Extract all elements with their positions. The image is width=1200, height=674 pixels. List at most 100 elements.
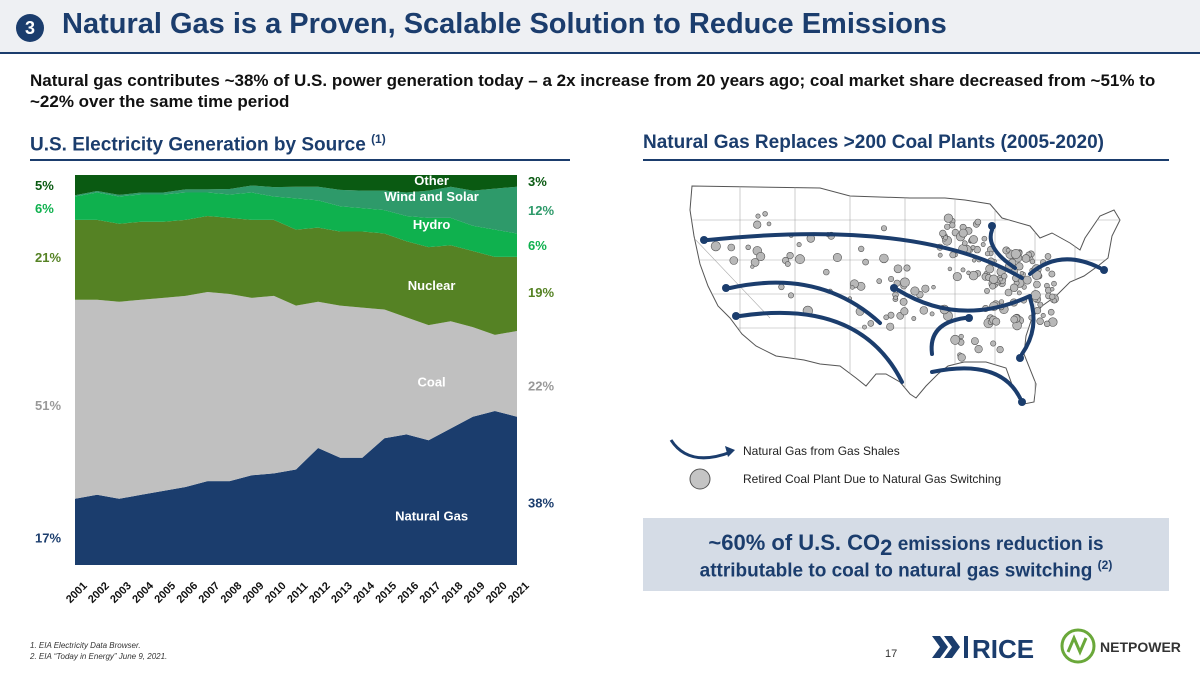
arrow-head-icon [1016, 354, 1024, 362]
coal-plant-dot [929, 311, 935, 317]
series-label-hydro: Hydro [413, 217, 451, 232]
footnote-2: 2. EIA “Today in Energy” June 9, 2021. [30, 652, 168, 661]
x-tick-label: 2011 [285, 580, 310, 605]
coal-plant-dot [1021, 254, 1031, 263]
start-label: 21% [35, 250, 61, 265]
coal-plant-dot [952, 272, 962, 282]
map-section-title: Natural Gas Replaces >200 Coal Plants (2… [643, 132, 1104, 153]
x-tick-label: 2021 [506, 580, 532, 606]
coal-plant-dot [969, 235, 978, 244]
coal-plant-dot [910, 286, 920, 296]
coal-plant-dot [1045, 266, 1050, 272]
coal-plant-dot [949, 222, 956, 229]
legend-dot-icon [689, 468, 711, 490]
chart-footnote-ref: (1) [371, 132, 386, 146]
map-legend-symbols [669, 439, 735, 490]
coal-plant-dot [1047, 308, 1055, 316]
area-other [75, 175, 517, 196]
coal-plant-dot [998, 276, 1003, 282]
callout-co2-sub: 2 [880, 534, 893, 560]
coal-plant-dot [1037, 301, 1044, 308]
gas-flow-arrow [929, 316, 967, 356]
coal-plant-dot [919, 306, 929, 315]
coal-plant-dot [957, 353, 966, 362]
coal-plant-dot [911, 316, 917, 321]
arrow-head-icon [988, 222, 996, 230]
coal-plant-dot [796, 242, 802, 248]
gas-flow-arrow [896, 288, 1032, 313]
coal-plant-dot [1044, 253, 1052, 260]
generation-stacked-area-chart: Natural Gas Coal Nuclear Hydro Wind and Sola… [35, 173, 554, 606]
subtitle: Natural gas contributes ~38% of U.S. pow… [30, 71, 1156, 111]
coal-plant-dot [949, 251, 957, 259]
x-tick-label: 2009 [241, 580, 267, 606]
end-label: 12% [528, 203, 554, 218]
emissions-callout: ~60% of U.S. CO2 emissions reduction is … [643, 518, 1169, 591]
coal-plant-dot [974, 345, 983, 354]
x-tick-label: 2020 [484, 580, 510, 606]
end-label: 3% [528, 174, 547, 189]
coal-plant-dot [1009, 283, 1019, 293]
chart-section-title: U.S. Electricity Generation by Source (1… [30, 132, 386, 156]
coal-plant-dot [881, 225, 888, 232]
coal-plant-dot [970, 337, 979, 345]
gas-flow-arrow [930, 366, 1022, 400]
coal-plant-dot [944, 223, 951, 230]
x-tick-label: 2003 [108, 580, 134, 606]
coal-plant-dot [931, 284, 936, 290]
us-coal-plant-map [689, 185, 1121, 406]
coal-plant-dot [879, 253, 889, 264]
gas-flow-arrow [738, 310, 904, 384]
map-section-rule [643, 159, 1169, 161]
coal-plant-dot [788, 292, 795, 299]
rice-logo-text: RICE [972, 634, 1034, 664]
chart-section-rule [30, 159, 570, 161]
netpower-logo-text: NETPOWER [1100, 639, 1181, 655]
gas-flow-arrows [700, 222, 1108, 406]
legend-arrow-head-icon [725, 446, 735, 457]
coal-plant-dot [943, 213, 954, 223]
arrow-head-icon [890, 284, 898, 292]
x-tick-label: 2006 [174, 580, 200, 606]
coal-plant-dot [998, 299, 1005, 305]
coal-plant-dot [886, 322, 895, 331]
coal-plant-dot [823, 268, 830, 276]
coal-plant-dot [1005, 247, 1011, 253]
coal-plant-dot [755, 213, 761, 219]
coal-plant-dot [1022, 275, 1032, 285]
coal-plant-dot [867, 320, 875, 327]
coal-plant-dot [937, 252, 943, 258]
netpower-logo: NETPOWER [1060, 628, 1181, 664]
callout-big-text: ~60% of U.S. CO [708, 530, 881, 555]
header-bar: 3 Natural Gas is a Proven, Scalable Solu… [0, 0, 1200, 54]
coal-plant-dot [981, 235, 988, 242]
coal-plant-dot [985, 264, 995, 274]
coal-plant-dot [858, 245, 865, 252]
callout-line-2-text: attributable to coal to natural gas swit… [699, 560, 1098, 582]
coal-plant-dot [883, 314, 889, 321]
page-title: Natural Gas is a Proven, Scalable Soluti… [62, 8, 947, 40]
start-label: 6% [35, 201, 54, 216]
coal-plant-dot [958, 333, 964, 340]
end-label: 22% [528, 379, 554, 394]
start-label: 51% [35, 398, 61, 413]
coal-plant-dot [989, 282, 996, 290]
coal-plant-dot [750, 264, 755, 269]
arrow-head-icon [732, 312, 740, 320]
coal-plant-dot [947, 266, 953, 272]
x-tick-label: 2014 [351, 579, 377, 605]
coal-plant-dot [893, 295, 898, 300]
page-number: 17 [885, 648, 898, 660]
x-tick-label: 2017 [418, 580, 444, 606]
coal-plant-dot [960, 267, 966, 273]
us-map-outline [689, 185, 1121, 405]
coal-plant-dot [989, 274, 999, 284]
coal-plant-dot [753, 220, 762, 229]
area-nuclear [75, 215, 517, 335]
coal-plant-dot [961, 240, 968, 246]
coal-plant-dot [968, 270, 979, 281]
legend-arrow-label: Natural Gas from Gas Shales [743, 444, 900, 458]
arrow-head-icon [1100, 266, 1108, 274]
x-tick-label: 2001 [64, 580, 90, 606]
coal-plant-dot [1016, 290, 1022, 296]
